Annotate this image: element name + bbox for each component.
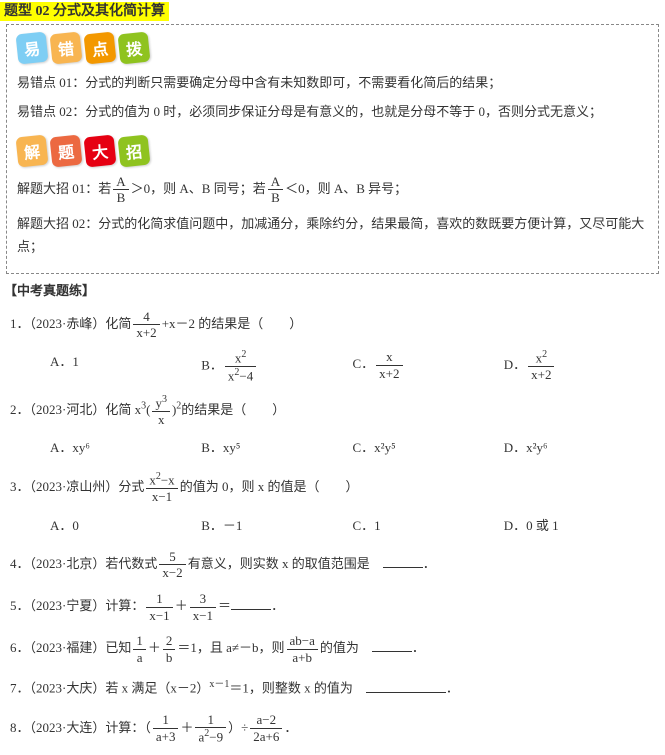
question-8: 8．（2023·大连）计算：（1a+3＋1a2−9）÷a−22a+6． xyxy=(10,712,655,746)
text: ＝1，且 a≠－b，则 xyxy=(177,640,284,655)
text: 6．（2023·福建）已知 xyxy=(10,640,131,655)
page-title: 题型 02 分式及其化简计算 xyxy=(0,2,169,21)
option-d: D．0 或 1 xyxy=(504,513,655,539)
text: 若 xyxy=(98,181,111,196)
label: 解题大招 01： xyxy=(17,181,98,196)
fraction: x2x2−4 xyxy=(225,349,256,384)
text: 分式的判断只需要确定分母中含有未知数即可，不需要看化简后的结果； xyxy=(85,75,501,90)
badge-icon: 拨 xyxy=(118,32,151,65)
fraction: 5x−2 xyxy=(159,549,185,581)
option-d: D．x²y⁶ xyxy=(504,435,655,461)
fraction: AB xyxy=(268,174,283,206)
badge-icon: 大 xyxy=(84,134,117,167)
text: +x－2 的结果是（ ） xyxy=(162,316,303,331)
text: ＜0，则 A、B 异号； xyxy=(285,181,407,196)
fraction: 3x−1 xyxy=(190,591,216,623)
option-b: B．x2x2−4 xyxy=(201,349,352,384)
fraction: 1a xyxy=(133,633,146,665)
question-6: 6．（2023·福建）已知1a＋2b＝1，且 a≠－b，则ab−aa+b的值为 … xyxy=(10,633,655,665)
option-c: C．1 xyxy=(353,513,504,539)
fraction: 1a2−9 xyxy=(195,712,226,746)
badge-icon: 题 xyxy=(50,134,83,167)
blank xyxy=(366,680,446,693)
option-c: C．xx+2 xyxy=(353,349,504,384)
text: 分式的化简求值问题中，加减通分，乘除约分，结果最简，喜欢的数既要方便计算，又尽可… xyxy=(17,216,644,254)
text: 5．（2023·宁夏）计算： xyxy=(10,598,144,613)
badges-row-2: 解 题 大 招 xyxy=(17,136,648,166)
question-7: 7．（2023·大庆）若 x 满足（x－2）x－1＝1，则整数 x 的值为 ． xyxy=(10,675,655,701)
option-a: A．0 xyxy=(50,513,201,539)
blank xyxy=(383,555,423,568)
fraction: 1a+3 xyxy=(153,712,179,744)
tip-2: 解题大招 02：分式的化简求值问题中，加减通分，乘除约分，结果最简，喜欢的数既要… xyxy=(17,212,648,259)
tips-box: 易 错 点 拨 易错点 01：分式的判断只需要确定分母中含有未知数即可，不需要看… xyxy=(6,24,659,274)
options: A．xy⁶ B．xy⁵ C．x²y⁵ D．x²y⁶ xyxy=(50,435,655,461)
badge-icon: 点 xyxy=(84,32,117,65)
question-3: 3．（2023·凉山州）分式x2−xx−1的值为 0，则 x 的值是（ ） A．… xyxy=(10,471,655,539)
badge-icon: 招 xyxy=(118,134,151,167)
text: 的值为 xyxy=(320,640,372,655)
fraction: 4x+2 xyxy=(133,309,159,341)
text: ＝1，则整数 x 的值为 xyxy=(229,681,366,696)
question-5: 5．（2023·宁夏）计算：1x−1＋3x−1＝． xyxy=(10,591,655,623)
badge-icon: 解 xyxy=(16,134,49,167)
text: 分式的值为 0 时，必须同步保证分母是有意义的，也就是分母不等于 0，否则分式无… xyxy=(85,104,602,119)
error-point-1: 易错点 01：分式的判断只需要确定分母中含有未知数即可，不需要看化简后的结果； xyxy=(17,71,648,94)
option-a: A．xy⁶ xyxy=(50,435,201,461)
text: 的结果是（ ） xyxy=(181,402,285,417)
text: 有意义，则实数 x 的取值范围是 xyxy=(188,556,383,571)
label: 解题大招 02： xyxy=(17,216,98,231)
error-point-2: 易错点 02：分式的值为 0 时，必须同步保证分母是有意义的，也就是分母不等于 … xyxy=(17,100,648,123)
question-1: 1．（2023·赤峰）化简4x+2+x－2 的结果是（ ） A．1 B．x2x2… xyxy=(10,309,655,384)
badges-row-1: 易 错 点 拨 xyxy=(17,33,648,63)
question-4: 4．（2023·北京）若代数式5x−2有意义，则实数 x 的取值范围是 ． xyxy=(10,549,655,581)
fraction: ab−aa+b xyxy=(287,633,318,665)
badge-icon: 易 xyxy=(16,32,49,65)
fraction: AB xyxy=(113,174,128,206)
option-d: D．x2x+2 xyxy=(504,349,655,384)
text: 7．（2023·大庆）若 x 满足（x－2） xyxy=(10,681,209,696)
option-b: B．xy⁵ xyxy=(201,435,352,461)
option-a: A．1 xyxy=(50,349,201,384)
title-bar: 题型 02 分式及其化简计算 xyxy=(0,0,665,20)
fraction: 1x−1 xyxy=(146,591,172,623)
fraction: xx+2 xyxy=(376,349,402,381)
question-2: 2．（2023·河北）化简 x3(y3x)2的结果是（ ） A．xy⁶ B．xy… xyxy=(10,394,655,462)
option-c: C．x²y⁵ xyxy=(353,435,504,461)
text: 8．（2023·大连）计算：（ xyxy=(10,719,151,734)
fraction: a−22a+6 xyxy=(250,712,282,744)
label: 易错点 02： xyxy=(17,104,85,119)
fraction: y3x xyxy=(152,394,170,428)
fraction: 2b xyxy=(163,633,176,665)
section-heading: 【中考真题练】 xyxy=(4,280,661,299)
fraction: x2x+2 xyxy=(528,349,554,383)
options: A．1 B．x2x2−4 C．xx+2 D．x2x+2 xyxy=(50,349,655,384)
fraction: x2−xx−1 xyxy=(146,471,177,505)
text: 2．（2023·河北）化简 x xyxy=(10,402,141,417)
text: 1．（2023·赤峰）化简 xyxy=(10,316,131,331)
text: ＞0，则 A、B 同号；若 xyxy=(131,181,266,196)
tip-1: 解题大招 01：若AB＞0，则 A、B 同号；若AB＜0，则 A、B 异号； xyxy=(17,174,648,206)
blank xyxy=(231,597,271,610)
text: 3．（2023·凉山州）分式 xyxy=(10,479,144,494)
label: 易错点 01： xyxy=(17,75,85,90)
text: 的值为 0，则 x 的值是（ ） xyxy=(180,479,359,494)
options: A．0 B．－1 C．1 D．0 或 1 xyxy=(50,513,655,539)
badge-icon: 错 xyxy=(50,32,83,65)
option-b: B．－1 xyxy=(201,513,352,539)
text: 4．（2023·北京）若代数式 xyxy=(10,556,157,571)
blank xyxy=(372,639,412,652)
